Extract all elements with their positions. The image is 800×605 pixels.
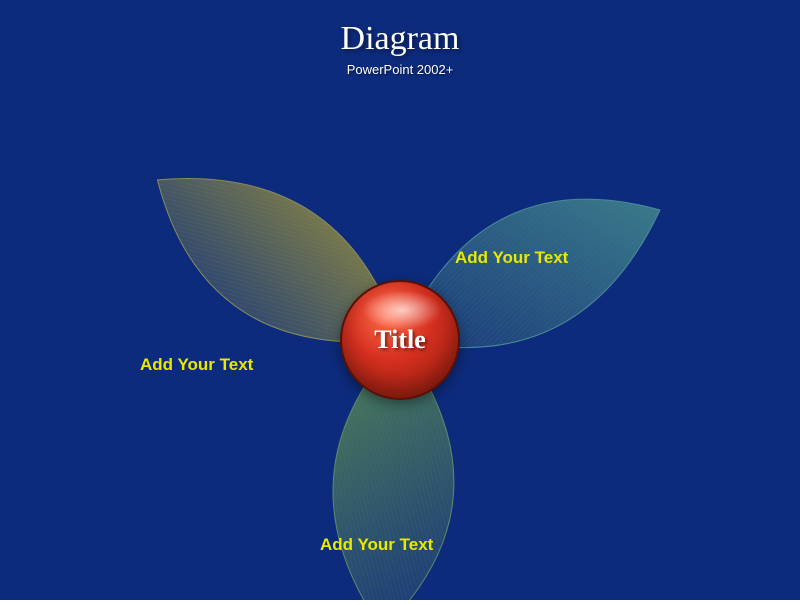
blade-label-2: Add Your Text bbox=[140, 355, 253, 375]
center-sphere: Title bbox=[340, 280, 460, 400]
sphere-highlight bbox=[362, 290, 442, 330]
center-title: Title bbox=[374, 325, 426, 355]
slide-title: Diagram bbox=[341, 20, 460, 58]
diagram-container: Title Add Your Text Add Your Text Add Yo… bbox=[0, 80, 800, 600]
slide-subtitle: PowerPoint 2002+ bbox=[347, 62, 454, 77]
slide-background: Diagram PowerPoint 2002+ Jinchutou.com bbox=[0, 0, 800, 600]
blade-label-3: Add Your Text bbox=[320, 535, 433, 555]
blade-label-1: Add Your Text bbox=[455, 248, 568, 268]
